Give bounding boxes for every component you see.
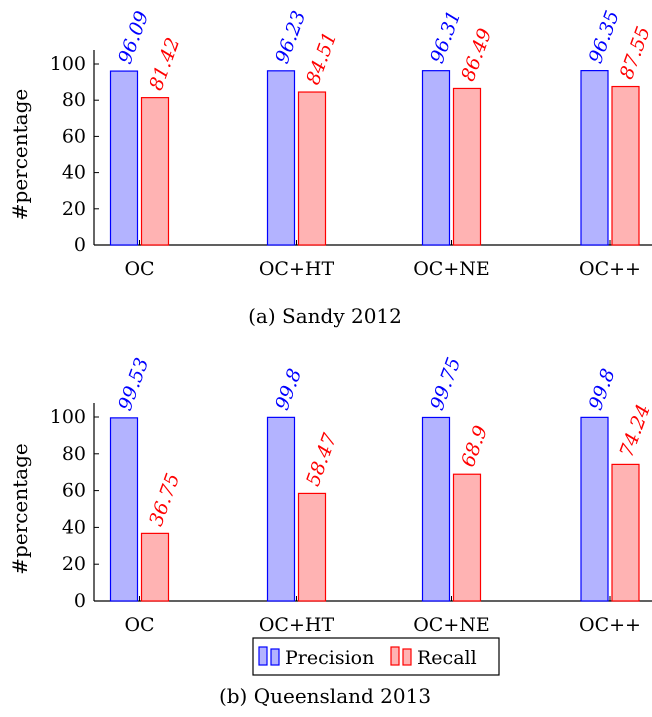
chart-caption: (a) Sandy 2012 [248, 304, 402, 328]
precision-bar [580, 70, 609, 246]
legend-recall-swatch-bar [402, 648, 412, 666]
precision-bar [109, 417, 139, 602]
legend: Precision Recall [252, 637, 500, 676]
legend-recall-label: Recall [417, 647, 477, 669]
precision-bar [266, 70, 296, 246]
legend-precision-label: Precision [285, 647, 374, 669]
precision-bar [109, 70, 139, 246]
recall-bar [611, 85, 640, 246]
recall-bar [297, 492, 327, 602]
recall-data-label: 81.42 [145, 35, 184, 94]
legend-precision-swatch-bar [258, 646, 268, 666]
precision-bar [580, 416, 609, 602]
recall-data-label: 86.49 [457, 26, 496, 85]
precision-data-label: 99.53 [114, 355, 153, 414]
y-axis-label: #percentage [8, 89, 32, 220]
precision-bar [421, 70, 451, 246]
x-tick-label: OC++ [579, 258, 641, 280]
x-tick-label: OC+HT [259, 258, 335, 280]
x-tick-label: OC+NE [413, 258, 490, 280]
y-tick-label: 60 [62, 480, 86, 502]
legend-box [252, 637, 500, 676]
legend-precision-swatch-bar [270, 648, 280, 666]
precision-data-label: 96.31 [426, 8, 465, 67]
y-tick-label: 40 [62, 162, 86, 184]
recall-data-label: 87.55 [616, 24, 652, 83]
recall-data-label: 84.51 [302, 29, 341, 88]
x-tick-label: OC [124, 614, 154, 636]
precision-data-label: 99.8 [271, 366, 306, 413]
y-tick-label: 0 [74, 234, 86, 256]
chart-caption: (b) Queensland 2013 [219, 684, 431, 708]
legend-recall-swatch [390, 646, 412, 666]
precision-data-label: 96.23 [271, 8, 310, 67]
recall-data-label: 36.75 [145, 470, 184, 529]
recall-bar [452, 473, 482, 602]
legend-recall-swatch-bar [390, 646, 400, 666]
precision-bar [266, 416, 296, 602]
recall-data-label: 58.47 [302, 430, 342, 489]
y-tick-label: 100 [50, 406, 86, 428]
y-tick-label: 60 [62, 125, 86, 147]
y-tick-label: 20 [62, 198, 86, 220]
legend-precision-swatch [258, 646, 280, 666]
x-tick-label: OC+HT [259, 614, 335, 636]
precision-bar [421, 416, 451, 602]
recall-bar [611, 463, 640, 602]
precision-data-label: 99.75 [426, 355, 465, 414]
recall-data-label: 68.9 [457, 423, 492, 470]
y-tick-label: 80 [62, 443, 86, 465]
x-tick-label: OC+NE [413, 614, 490, 636]
x-tick-label: OC [124, 258, 154, 280]
y-tick-label: 20 [62, 553, 86, 575]
recall-bar [452, 87, 482, 246]
recall-bar [140, 532, 170, 602]
y-tick-label: 40 [62, 516, 86, 538]
recall-bar [140, 97, 170, 246]
y-axis-label: #percentage [8, 443, 32, 574]
precision-data-label: 99.8 [585, 366, 620, 413]
precision-data-label: 96.09 [114, 8, 153, 67]
recall-data-label: 74.24 [616, 401, 652, 460]
precision-data-label: 96.35 [585, 8, 624, 67]
y-tick-label: 0 [74, 590, 86, 612]
y-tick-label: 100 [50, 53, 86, 75]
y-tick-label: 80 [62, 89, 86, 111]
x-tick-label: OC++ [579, 614, 641, 636]
recall-bar [297, 91, 327, 246]
